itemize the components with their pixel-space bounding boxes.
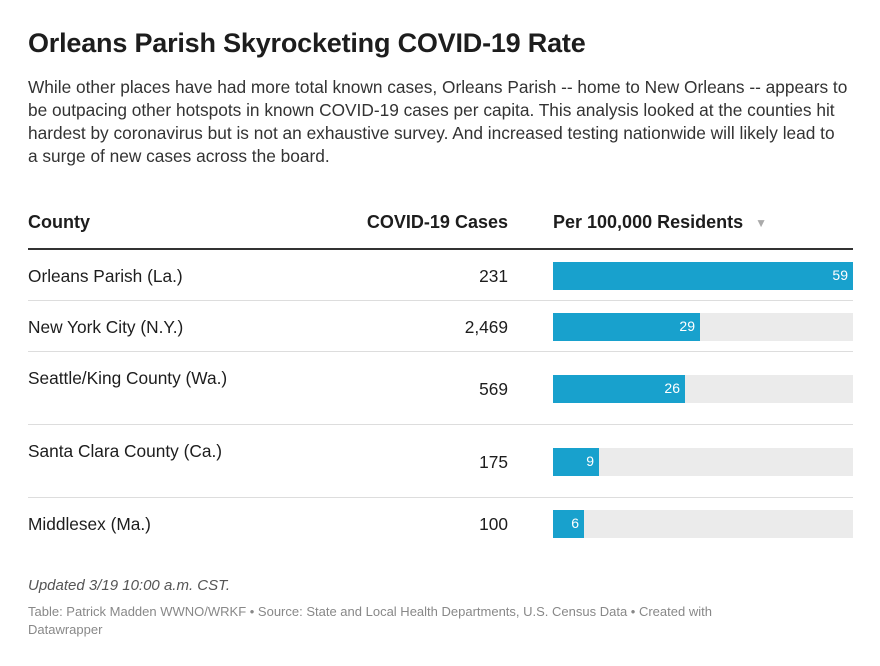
- table-row: Seattle/King County (Wa.) 569 26: [28, 352, 853, 425]
- cell-county: Santa Clara County (Ca.): [28, 441, 223, 461]
- bar-value-label: 29: [679, 318, 695, 334]
- bar-value-label: 6: [571, 515, 579, 531]
- bar-track: 29: [553, 313, 853, 341]
- table-row: New York City (N.Y.) 2,469 29: [28, 301, 853, 352]
- cell-cases: 100: [479, 514, 508, 534]
- bar-value-label: 9: [586, 453, 594, 469]
- bar-track: 59: [553, 262, 853, 290]
- data-table: County COVID-19 Cases Per 100,000 Reside…: [28, 200, 853, 549]
- bar-value-label: 26: [664, 380, 680, 396]
- table-header: County COVID-19 Cases Per 100,000 Reside…: [28, 200, 853, 250]
- table-row: Orleans Parish (La.) 231 59: [28, 250, 853, 301]
- source-footer: Table: Patrick Madden WWNO/WRKF • Source…: [28, 604, 712, 637]
- cell-county: Orleans Parish (La.): [28, 266, 183, 286]
- cell-cases: 175: [479, 452, 508, 472]
- table-row: Santa Clara County (Ca.) 175 9: [28, 425, 853, 498]
- cell-cases: 569: [479, 379, 508, 399]
- sort-descending-icon[interactable]: ▼: [755, 216, 768, 231]
- chart-title: Orleans Parish Skyrocketing COVID-19 Rat…: [28, 28, 586, 58]
- table-row: Middlesex (Ma.) 100 6: [28, 498, 853, 549]
- cell-county: Middlesex (Ma.): [28, 514, 151, 534]
- bar-per-100k: 6: [553, 510, 584, 538]
- header-per-100k[interactable]: Per 100,000 Residents ▼: [553, 212, 767, 233]
- table-body: Orleans Parish (La.) 231 59 New York City (…: [28, 250, 853, 549]
- cell-county: New York City (N.Y.): [28, 317, 184, 337]
- bar-value-label: 59: [832, 267, 848, 283]
- cell-cases: 2,469: [464, 317, 508, 337]
- updated-note: Updated 3/19 10:00 a.m. CST.: [28, 577, 231, 594]
- bar-track: 9: [553, 448, 853, 476]
- bar-per-100k: 9: [553, 448, 599, 476]
- header-per-100k-label: Per 100,000 Residents: [553, 212, 744, 232]
- chart-description: While other places have had more total k…: [28, 77, 848, 166]
- bar-track: 6: [553, 510, 853, 538]
- cell-cases: 231: [479, 266, 508, 286]
- bar-per-100k: 29: [553, 313, 700, 341]
- bar-track: 26: [553, 375, 853, 403]
- header-county[interactable]: County: [28, 212, 90, 232]
- cell-county: Seattle/King County (Wa.): [28, 368, 228, 388]
- header-cases[interactable]: COVID-19 Cases: [366, 212, 508, 232]
- bar-per-100k: 26: [553, 375, 685, 403]
- bar-per-100k: 59: [553, 262, 853, 290]
